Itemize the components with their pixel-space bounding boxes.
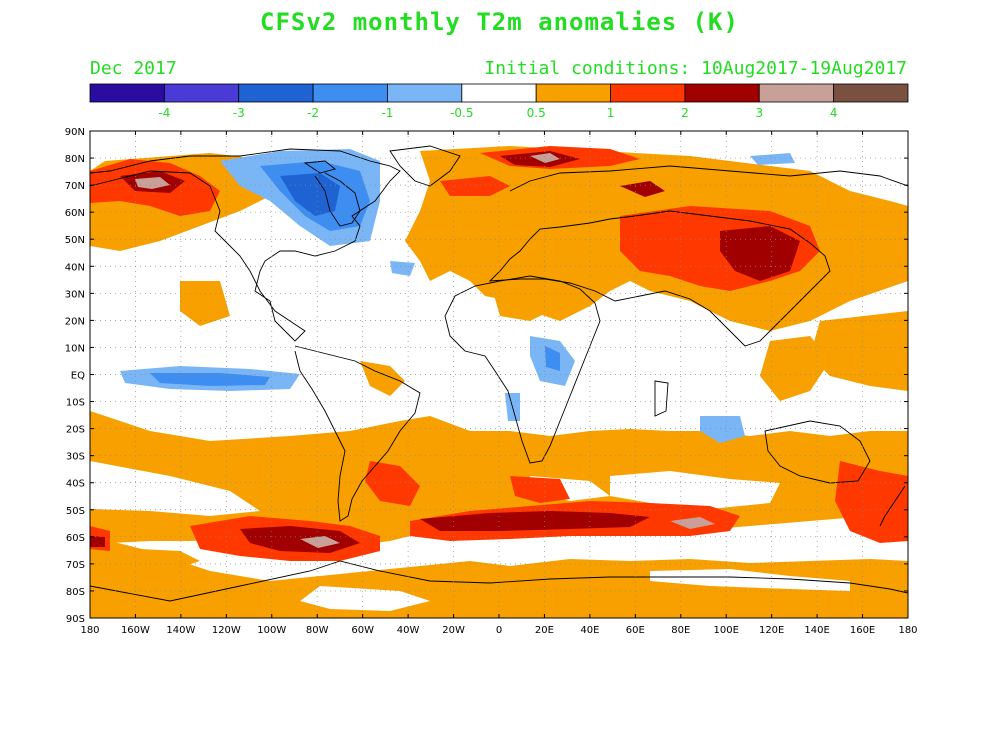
initial-conditions-label: Initial conditions: 10Aug2017-19Aug2017 (484, 58, 907, 79)
anomaly-fill-neutral (90, 461, 850, 611)
legend-label: -3 (233, 106, 245, 120)
longitude-label: 100W (257, 625, 286, 636)
longitude-label: 40E (580, 625, 599, 636)
latitude-label: 90S (66, 614, 85, 625)
legend-swatch (833, 83, 909, 103)
legend-label: -0.5 (450, 106, 473, 120)
legend-swatch (461, 83, 537, 103)
longitude-label: 120W (212, 625, 241, 636)
legend-swatch (758, 83, 835, 103)
longitude-label: 60W (351, 625, 374, 636)
legend-swatch (387, 83, 463, 103)
map-panel (89, 130, 909, 619)
latitude-label: 60S (66, 533, 85, 544)
longitude-label: 0 (496, 625, 502, 636)
latitude-label: 60N (65, 208, 85, 219)
anomaly-fill-darkblue (280, 173, 340, 216)
longitude-label: 100E (714, 625, 739, 636)
anomaly-fill-lightbrown (135, 153, 715, 548)
longitude-label: 80E (671, 625, 690, 636)
latitude-label: 10S (66, 398, 85, 409)
latitude-label: 40N (65, 262, 85, 273)
latitude-label: 20N (65, 316, 85, 327)
legend-swatch (312, 83, 388, 103)
longitude-label: 180 (80, 625, 99, 636)
longitude-label: 160W (121, 625, 150, 636)
latitude-label: 30N (65, 289, 85, 300)
latitude-label: 80S (66, 587, 85, 598)
longitude-labels: 180 160W 140W 120W 100W 80W 60W 40W 20W 0 20E 40E 60… (80, 625, 917, 636)
longitude-label: 160E (850, 625, 875, 636)
longitude-label: 120E (759, 625, 784, 636)
latitude-label: 70N (65, 181, 85, 192)
map-title: CFSv2 monthly T2m anomalies (K) (260, 8, 739, 36)
latitude-label: 30S (66, 452, 85, 463)
legend-label: 1 (607, 106, 615, 120)
longitude-label: 40W (397, 625, 420, 636)
legend-label: -4 (158, 106, 170, 120)
anomaly-fill-darkred (90, 151, 800, 553)
latitude-label: 70S (66, 560, 85, 571)
latitude-labels: 90N 80N 70N 60N 50N 40N 30N 20N 10N EQ 10S 20S 30S 40… (65, 127, 85, 625)
latitude-label: EQ (71, 371, 85, 382)
legend-label: 4 (830, 106, 838, 120)
latitude-label: 80N (65, 154, 85, 165)
longitude-label: 20W (442, 625, 465, 636)
latitude-label: 50N (65, 235, 85, 246)
legend-label: -2 (307, 106, 319, 120)
longitude-label: 60E (626, 625, 645, 636)
longitude-label: 140W (166, 625, 195, 636)
latitude-label: 20S (66, 425, 85, 436)
legend-swatch (163, 83, 240, 103)
valid-month-label: Dec 2017 (90, 58, 177, 79)
longitude-label: 80W (306, 625, 329, 636)
color-legend-labels: -4 -3 -2 -1 -0.5 0.5 1 2 3 4 (158, 106, 837, 120)
legend-label: 2 (681, 106, 689, 120)
legend-swatch (238, 83, 314, 103)
longitude-label: 180 (898, 625, 917, 636)
latitude-label: 40S (66, 479, 85, 490)
latitude-label: 50S (66, 506, 85, 517)
coastlines (90, 145, 908, 602)
legend-swatch (684, 83, 760, 103)
graticule (90, 131, 908, 618)
legend-swatch (535, 83, 611, 103)
latitude-label: 90N (65, 127, 85, 138)
longitude-label: 140E (804, 625, 829, 636)
legend-swatch (610, 83, 686, 103)
longitude-label: 20E (535, 625, 554, 636)
legend-swatch (89, 83, 165, 103)
axis-ticks (89, 130, 909, 619)
legend-label: 3 (755, 106, 763, 120)
legend-label: -1 (381, 106, 393, 120)
legend-label: 0.5 (527, 106, 546, 120)
color-legend-bar (89, 83, 909, 103)
latitude-label: 10N (65, 343, 85, 354)
